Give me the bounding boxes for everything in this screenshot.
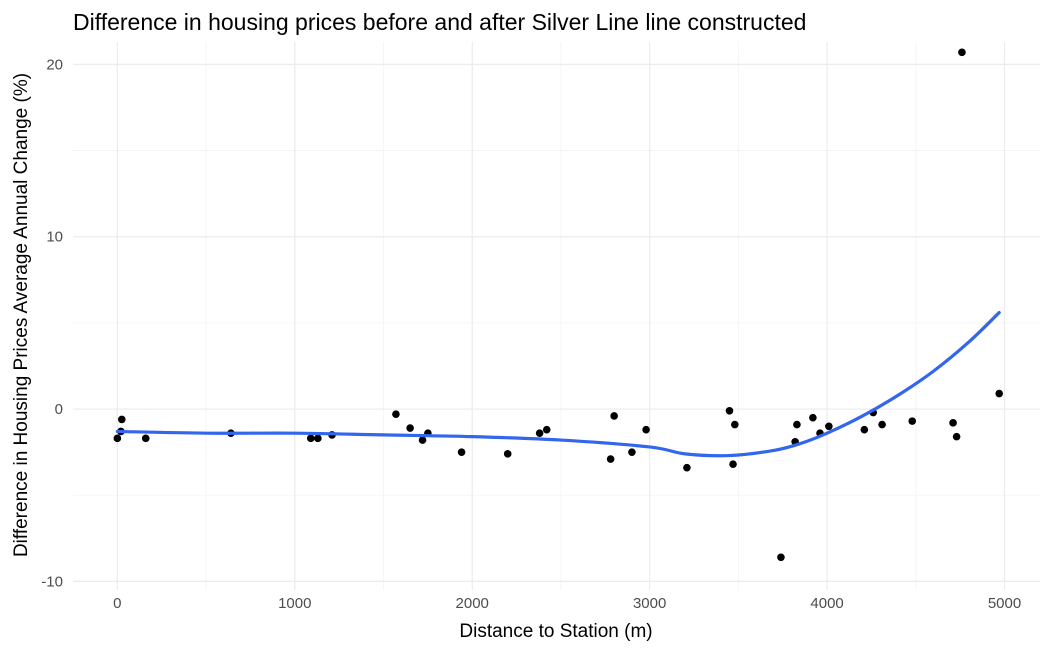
data-point	[141, 434, 150, 443]
y-tick-label: 10	[46, 229, 63, 246]
data-point	[825, 422, 833, 431]
data-point	[628, 448, 636, 456]
data-point	[860, 425, 869, 434]
data-point	[457, 448, 466, 456]
data-point	[952, 432, 961, 441]
x-axis-title: Distance to Station (m)	[459, 621, 652, 642]
data-point	[793, 420, 801, 429]
y-tick-label: 20	[46, 56, 63, 73]
data-point	[535, 429, 544, 437]
data-point	[995, 389, 1003, 398]
data-point	[725, 406, 734, 415]
y-tick-label: 0	[55, 401, 63, 418]
data-point	[642, 425, 650, 434]
x-tick-label: 2000	[456, 595, 489, 612]
x-tick-label: 5000	[988, 595, 1021, 612]
data-point	[729, 460, 737, 469]
y-tick-label: -10	[41, 573, 63, 590]
x-tick-label: 1000	[278, 595, 311, 612]
data-point	[503, 450, 512, 458]
data-point	[878, 420, 886, 429]
smooth-trend-line	[115, 310, 1001, 458]
x-tick-label: 0	[113, 595, 121, 612]
data-point	[777, 553, 785, 562]
x-tick-label: 4000	[810, 595, 843, 612]
chart-title: Difference in housing prices before and …	[73, 9, 806, 35]
data-point	[809, 413, 817, 422]
grid-lines	[73, 42, 1040, 590]
data-point	[406, 424, 414, 432]
y-axis-ticks: -10 0 10 20	[41, 56, 63, 590]
data-point	[113, 434, 122, 443]
data-point	[731, 420, 739, 429]
data-point	[392, 410, 400, 419]
data-point	[306, 434, 315, 443]
data-point	[683, 463, 691, 472]
data-points	[113, 48, 1003, 562]
data-point	[418, 436, 427, 444]
data-point	[606, 455, 615, 463]
data-point	[949, 419, 957, 427]
data-point	[610, 412, 618, 420]
data-point	[958, 48, 966, 57]
y-axis-title: Difference in Housing Prices Average Ann…	[11, 73, 32, 557]
data-point	[117, 415, 126, 424]
data-point	[314, 434, 322, 443]
data-point	[908, 417, 917, 425]
data-point	[542, 425, 551, 434]
x-tick-label: 3000	[633, 595, 666, 612]
x-axis-ticks: 0 1000 2000 3000 4000 5000	[113, 595, 1021, 612]
